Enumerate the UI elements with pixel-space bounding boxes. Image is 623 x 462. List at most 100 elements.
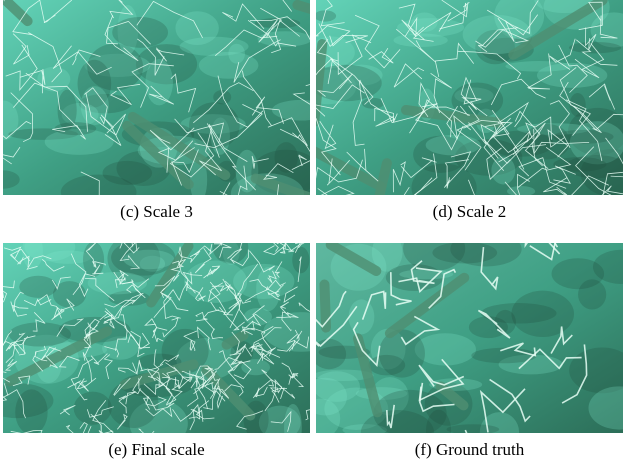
segment-boundary <box>475 29 530 48</box>
segment-boundary <box>543 177 568 195</box>
texture <box>123 249 175 270</box>
segment-boundary <box>203 266 220 279</box>
segment-boundary <box>566 99 603 162</box>
segment-boundary <box>10 92 34 143</box>
caption: (e) Final scale <box>108 440 205 459</box>
coral-branch <box>435 381 469 411</box>
caption: (d) Scale 2 <box>432 202 507 221</box>
segment-boundary <box>3 280 15 299</box>
segment-boundary <box>3 383 9 401</box>
segment-boundary <box>219 165 248 195</box>
segment-boundary <box>204 366 217 394</box>
texture <box>411 163 477 195</box>
texture <box>432 243 498 264</box>
segment-boundary <box>559 81 602 133</box>
segment-boundary <box>517 146 572 188</box>
segment-boundary <box>525 116 552 140</box>
segment-boundary <box>84 278 115 302</box>
segment-boundary <box>92 264 104 275</box>
segment-boundary <box>512 131 531 170</box>
texture <box>425 134 481 156</box>
texture <box>198 51 259 79</box>
texture <box>87 43 144 91</box>
segment-boundary <box>218 350 234 372</box>
segment-boundary <box>249 250 275 273</box>
segment-boundary <box>193 82 254 124</box>
segment-boundary <box>119 243 140 254</box>
segment-boundary <box>316 305 358 348</box>
segment-boundary <box>320 0 345 27</box>
texture <box>569 121 623 165</box>
texture <box>139 255 166 272</box>
segment-boundary <box>250 342 264 356</box>
segment-boundary <box>131 63 174 108</box>
segment-boundary <box>170 265 183 282</box>
texture <box>73 391 112 425</box>
segment-boundary <box>154 275 176 292</box>
segment-boundary <box>490 78 546 106</box>
texture <box>393 33 448 48</box>
background <box>3 0 310 195</box>
segment-boundary <box>209 290 233 316</box>
segment-boundary <box>486 0 539 35</box>
segment-boundary <box>194 365 215 377</box>
segment-boundary <box>575 146 612 195</box>
segment-boundary <box>514 110 549 170</box>
segment-boundary <box>104 346 120 358</box>
segment-boundary <box>109 0 134 19</box>
segment-boundary <box>480 247 499 291</box>
segment-boundary <box>12 33 30 65</box>
segment-boundary <box>252 345 268 353</box>
segment-boundary <box>183 330 198 351</box>
texture <box>468 316 508 339</box>
segment-boundary <box>132 375 143 395</box>
segmentation-image <box>3 243 310 433</box>
segment-boundary <box>282 0 293 12</box>
background <box>316 243 623 433</box>
texture <box>15 389 48 433</box>
segment-boundary <box>288 373 299 385</box>
texture <box>592 249 623 284</box>
segment-boundary <box>41 258 65 272</box>
coral-branch <box>221 330 249 350</box>
segment-boundary <box>316 38 334 85</box>
texture <box>263 312 310 352</box>
segment-boundary <box>267 279 286 290</box>
segment-boundary <box>3 146 21 158</box>
coral-branch <box>250 173 310 195</box>
segment-boundary <box>194 247 212 274</box>
texture <box>8 322 71 347</box>
texture <box>536 62 608 88</box>
segment-boundary <box>168 384 183 408</box>
texture <box>102 160 153 185</box>
segment-boundary <box>240 320 255 335</box>
texture <box>551 258 605 290</box>
segment-boundary <box>162 377 177 406</box>
segment-boundary <box>189 408 200 431</box>
segment-boundary <box>526 53 552 90</box>
background <box>3 243 310 433</box>
texture <box>272 99 310 121</box>
texture <box>580 148 623 195</box>
segment-boundary <box>130 330 151 349</box>
coral-branch <box>316 39 328 127</box>
segment-boundary <box>189 339 196 352</box>
texture <box>523 123 571 160</box>
segment-boundary <box>12 375 31 387</box>
segment-boundary <box>78 273 96 298</box>
texture <box>588 386 623 430</box>
segment-boundary <box>56 318 85 337</box>
texture <box>3 170 20 189</box>
segment-boundary <box>390 272 412 306</box>
segment-boundary <box>148 85 175 105</box>
segment-boundary <box>159 354 180 366</box>
coral-branch <box>325 243 382 277</box>
segment-boundary <box>23 298 52 307</box>
segment-boundary <box>280 246 286 254</box>
segment-boundary <box>280 387 296 400</box>
segment-boundary <box>318 23 368 47</box>
segment-boundary <box>468 179 475 195</box>
segment-boundary <box>149 127 195 151</box>
segment-boundary <box>118 367 137 375</box>
segment-boundary <box>32 355 47 372</box>
